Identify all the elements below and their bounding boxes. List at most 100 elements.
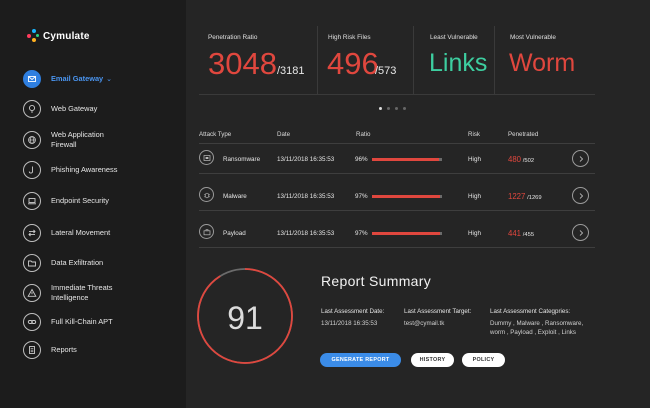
stat-total: /3181 [277,65,305,77]
sidebar-item-web-application-firewall[interactable]: Web Application Firewall [23,130,183,149]
stat-penetration-ratio: Penetration Ratio 3048 /3181 [199,26,318,95]
table-header-divider [199,143,595,144]
categories-line2: worm , Payload , Exploit , Links [490,329,576,336]
penetrated-value: 441 [508,229,522,238]
carousel-dot[interactable] [395,107,398,110]
table-row[interactable]: Malware 13/11/2018 16:35:53 97% High 122… [199,181,595,211]
ransomware-icon [199,150,214,165]
sidebar-item-label: Email Gateway [51,74,104,84]
sidebar-item-label: Immediate Threats Intelligence [51,283,112,302]
penetrated-total: /502 [522,158,535,164]
carousel-dot[interactable] [387,107,390,110]
column-header-ratio[interactable]: Ratio [356,131,371,138]
folder-icon [23,254,41,272]
sidebar-item-phishing-awareness[interactable]: Phishing Awareness [23,161,183,179]
last-assessment-date-value: 13/11/2018 16:35:53 [321,320,378,327]
ratio-bar [372,195,442,198]
ratio-bar-fill [372,158,440,161]
last-assessment-target-label: Last Assessment Target: [404,308,472,315]
chevron-right-icon [579,229,583,236]
stat-value: 496 [327,46,379,81]
sidebar-item-immediate-threats[interactable]: Immediate Threats Intelligence [23,283,183,302]
last-assessment-target-value: test@cymail.tk [404,320,445,327]
history-button[interactable]: HISTORY [411,353,454,367]
ratio-bar-fill [372,232,440,235]
risk-level: High [468,156,481,163]
globe-icon [23,130,41,149]
stat-title: Least Vulnerable [430,34,478,41]
stat-title: Most Vulnerable [510,34,556,41]
last-assessment-categories-value: Dummy , Malware , Ransomware, worm , Pay… [490,319,583,337]
policy-button[interactable]: POLICY [462,353,505,367]
sidebar-item-endpoint-security[interactable]: Endpoint Security [23,192,183,210]
stat-value: Worm [509,49,576,77]
ratio-label: 97% [355,193,368,200]
app-name: Cymulate [43,30,90,42]
globe-pin-icon [23,100,41,118]
sidebar-item-label: Reports [51,345,77,355]
ratio-bar [372,158,442,161]
generate-report-button[interactable]: GENERATE REPORT [320,353,401,367]
sidebar-item-label: Web Application Firewall [51,130,104,149]
carousel-dot[interactable] [403,107,406,110]
risk-level: High [468,193,481,200]
sidebar-item-web-gateway[interactable]: Web Gateway [23,100,183,118]
sidebar-item-lateral-movement[interactable]: Lateral Movement [23,224,183,242]
sidebar-item-label-line2: Firewall [51,139,77,149]
penetrated-count: 480 /502 [508,155,534,164]
score-gauge: 91 [195,266,295,366]
stat-value: Links [429,49,488,77]
chevron-right-icon [579,192,583,199]
attack-date: 13/11/2018 16:35:53 [277,193,335,200]
briefcase-icon [199,224,214,239]
row-details-button[interactable] [572,224,589,241]
carousel-dots [379,107,406,110]
chevron-right-icon [579,155,583,162]
alert-icon [23,283,41,302]
risk-level: High [468,230,481,237]
table-row[interactable]: Payload 13/11/2018 16:35:53 97% High 441… [199,218,595,248]
sidebar-item-email-gateway[interactable]: Email Gateway ⌄ [23,70,183,88]
attack-type: Payload [223,230,246,237]
attack-date: 13/11/2018 16:35:53 [277,156,335,163]
report-summary-title: Report Summary [321,273,432,289]
sidebar-item-data-exfiltration[interactable]: Data Exfiltration [23,254,183,272]
stat-value: 3048 [208,46,277,81]
stat-high-risk-files: High Risk Files 496 /573 [318,26,414,95]
sidebar-item-full-kill-chain-apt[interactable]: Full Kill-Chain APT [23,313,183,331]
column-header-penetrated[interactable]: Penetrated [508,131,539,138]
sidebar-item-label: Phishing Awareness [51,165,118,175]
penetrated-count: 1227 /1269 [508,192,542,201]
row-details-button[interactable] [572,187,589,204]
attack-type: Malware [223,193,247,200]
ratio-label: 96% [355,156,368,163]
hook-icon [23,161,41,179]
ratio-label: 97% [355,230,368,237]
score-ring [197,268,293,364]
stat-title: High Risk Files [328,34,371,41]
sidebar-item-label: Full Kill-Chain APT [51,317,113,327]
sidebar-item-reports[interactable]: Reports [23,341,183,359]
attack-date: 13/11/2018 16:35:53 [277,230,335,237]
carousel-dot[interactable] [379,107,382,110]
score-value: 91 [227,300,263,336]
app-logo[interactable]: Cymulate [27,29,90,43]
stat-title: Penetration Ratio [208,34,258,41]
cymulate-logo-icon [27,29,39,43]
sidebar: Cymulate Email Gateway ⌄ Web Gateway Web… [0,0,186,408]
stat-most-vulnerable: Most Vulnerable Worm [495,26,595,95]
penetrated-total: /455 [522,232,535,238]
penetrated-total: /1269 [527,195,542,201]
column-header-attack-type[interactable]: Attack Type [199,131,232,138]
sidebar-item-label-line1: Immediate Threats [51,283,113,292]
row-details-button[interactable] [572,150,589,167]
mail-icon [23,70,41,88]
table-row[interactable]: Ransomware 13/11/2018 16:35:53 96% High … [199,144,595,174]
penetrated-value: 480 [508,155,522,164]
stat-least-vulnerable: Least Vulnerable Links [414,26,495,95]
sidebar-item-label: Lateral Movement [51,228,111,238]
bug-icon [199,187,214,202]
column-header-risk[interactable]: Risk [468,131,481,138]
document-icon [23,341,41,359]
column-header-date[interactable]: Date [277,131,291,138]
